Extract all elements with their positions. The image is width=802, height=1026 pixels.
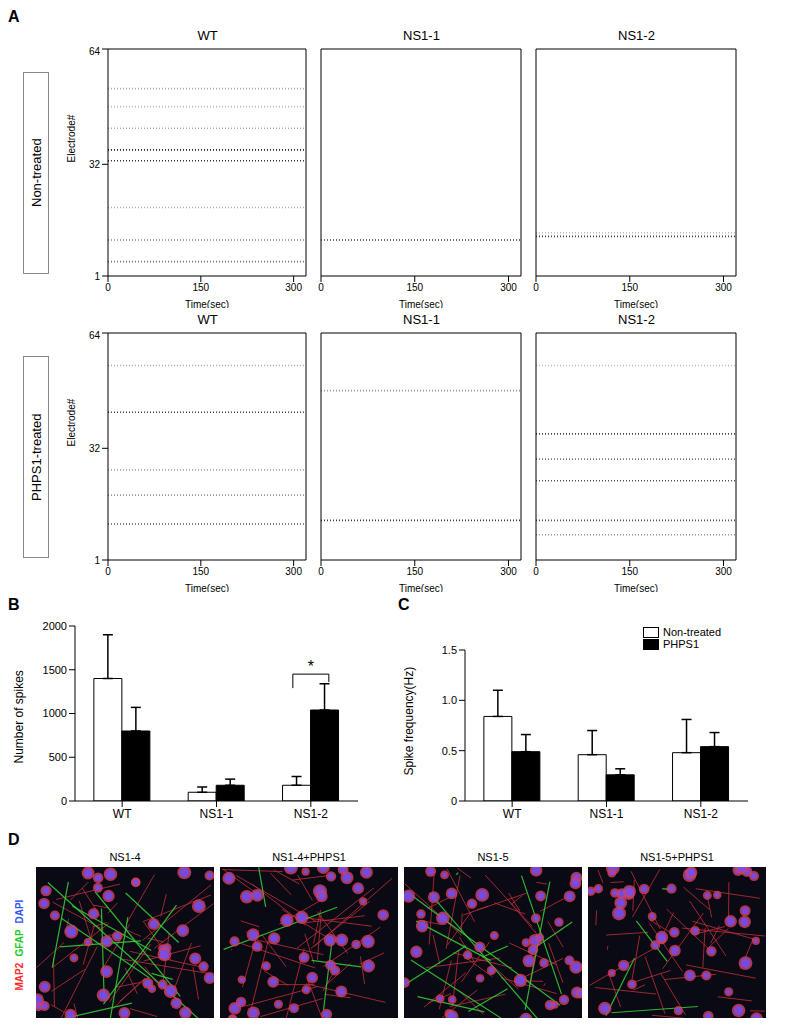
svg-text:0: 0 [105,282,111,293]
svg-text:1500: 1500 [43,664,67,676]
svg-text:1.5: 1.5 [442,644,457,656]
svg-text:Time(sec): Time(sec) [185,583,229,592]
svg-text:*: * [308,658,314,675]
svg-text:NS1-2: NS1-2 [294,807,328,821]
svg-text:0: 0 [533,566,539,577]
svg-text:NS1-1: NS1-1 [589,807,623,821]
svg-text:1: 1 [94,555,100,566]
html-text:GFAP: GFAP [13,929,25,958]
svg-text:0.5: 0.5 [442,745,457,757]
html-text:NS1-5: NS1-5 [477,851,509,863]
svg-text:150: 150 [621,282,638,293]
html-text:C: C [398,596,410,613]
svg-text:150: 150 [406,282,423,293]
svg-text:Time(sec): Time(sec) [614,299,658,308]
html-text:NS1-1: NS1-1 [403,28,440,43]
svg-text:1000: 1000 [43,707,67,719]
svg-text:0: 0 [105,566,111,577]
svg-text:150: 150 [406,566,423,577]
svg-text:Spike frequency(Hz): Spike frequency(Hz) [402,667,416,776]
html-text:NS1-4: NS1-4 [109,851,141,863]
svg-text:Time(sec): Time(sec) [185,299,229,308]
svg-text:150: 150 [192,282,209,293]
svg-text:300: 300 [500,282,517,293]
svg-text:300: 300 [715,282,732,293]
svg-text:0: 0 [318,282,324,293]
svg-text:2000: 2000 [43,620,67,632]
html-text:NS1-1: NS1-1 [403,312,440,327]
svg-text:150: 150 [192,566,209,577]
html-text:WT: WT [197,28,218,43]
svg-text:300: 300 [500,566,517,577]
html-text:NS1-5+PHPS1: NS1-5+PHPS1 [640,851,714,863]
html-text:NS1-2: NS1-2 [618,28,655,43]
svg-text:0: 0 [533,282,539,293]
svg-text:WT: WT [113,807,132,821]
svg-text:0: 0 [451,795,457,807]
svg-text:Time(sec): Time(sec) [614,583,658,592]
svg-text:Electrode#: Electrode# [66,114,77,162]
svg-text:Number of spikes: Number of spikes [12,670,26,763]
svg-text:0: 0 [61,795,67,807]
svg-text:64: 64 [89,46,101,57]
html-text:MAP2: MAP2 [13,963,25,991]
html-text:NS1-4+PHPS1: NS1-4+PHPS1 [272,851,346,863]
svg-text:Electrode#: Electrode# [66,398,77,446]
svg-text:WT: WT [503,807,522,821]
html-text:D: D [8,831,20,848]
svg-text:300: 300 [285,282,302,293]
svg-text:Time(sec): Time(sec) [399,583,443,592]
html-text:DAPI: DAPI [13,900,25,925]
html-text:Non-treated: Non-treated [28,138,43,208]
html-text:WT: WT [197,312,218,327]
svg-text:NS1-1: NS1-1 [199,807,233,821]
html-text:PHPS1-treated: PHPS1-treated [28,413,43,501]
html-text:B: B [8,596,20,613]
svg-text:0: 0 [318,566,324,577]
svg-text:64: 64 [89,330,101,341]
svg-text:150: 150 [621,566,638,577]
svg-text:32: 32 [89,159,101,170]
svg-text:1: 1 [94,271,100,282]
svg-text:Time(sec): Time(sec) [399,299,443,308]
html-text:PHPS1: PHPS1 [663,638,700,650]
svg-text:NS1-2: NS1-2 [684,807,718,821]
svg-text:500: 500 [49,751,67,763]
html-text:Non-treated: Non-treated [663,626,722,638]
svg-text:32: 32 [89,443,101,454]
svg-text:300: 300 [285,566,302,577]
svg-text:1.0: 1.0 [442,694,457,706]
html-text:NS1-2: NS1-2 [618,312,655,327]
svg-text:300: 300 [715,566,732,577]
html-text:A: A [8,8,20,25]
